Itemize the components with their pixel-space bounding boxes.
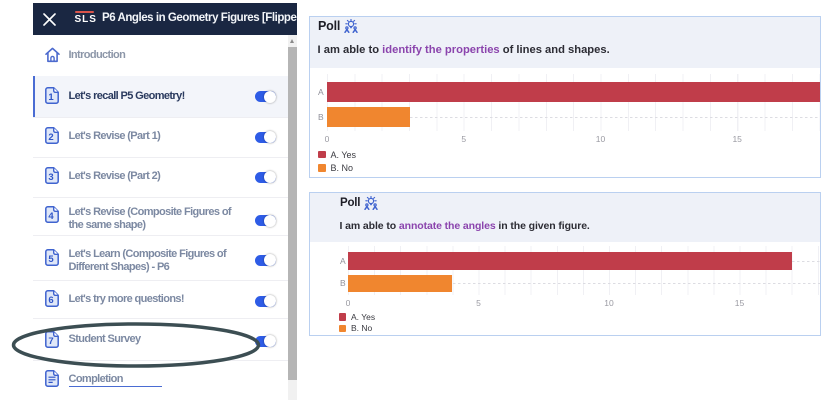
svg-text:6: 6 [48,295,53,306]
svg-text:5: 5 [48,254,54,265]
svg-text:2: 2 [48,132,53,143]
svg-text:3: 3 [48,172,53,183]
svg-text:7: 7 [48,336,53,347]
svg-text:1: 1 [48,92,54,103]
svg-text:4: 4 [48,211,54,222]
